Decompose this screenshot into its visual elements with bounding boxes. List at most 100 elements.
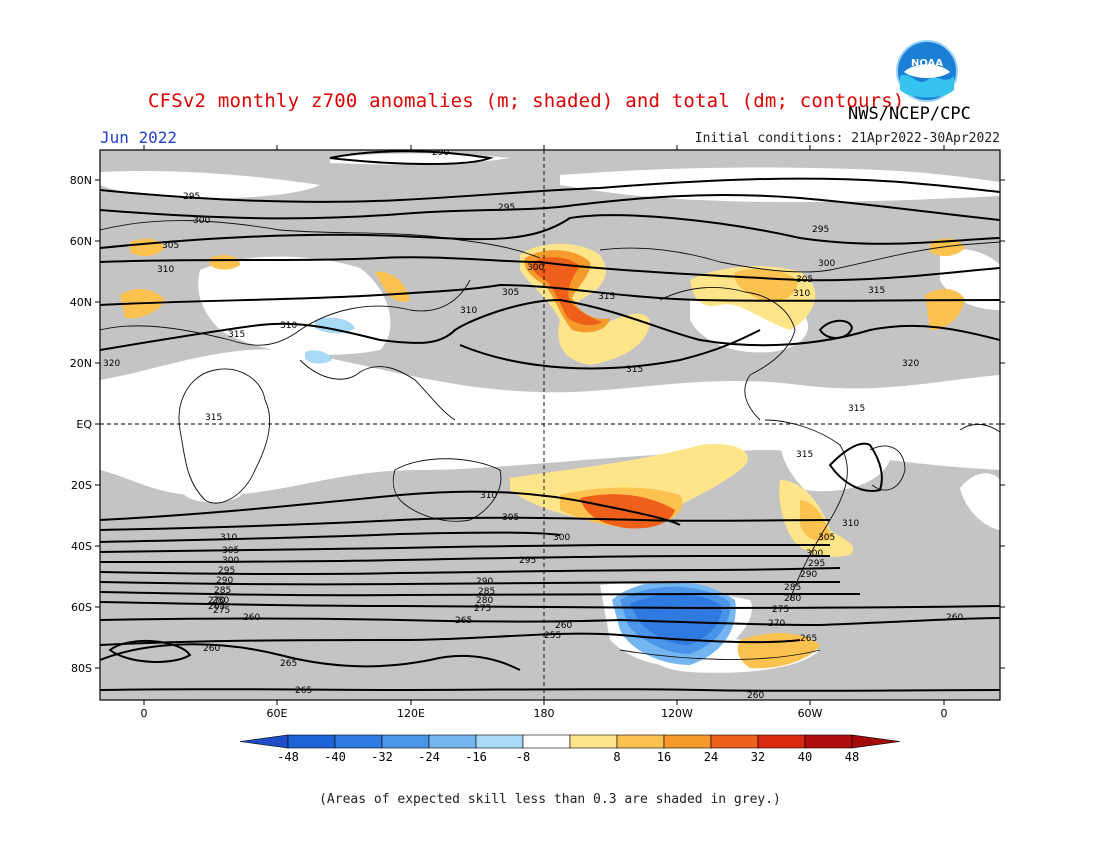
- contour-label: 310: [842, 519, 859, 529]
- contour-label: 265: [455, 616, 472, 626]
- contour-label: 315: [848, 404, 865, 414]
- contour-label: 290: [216, 576, 233, 586]
- colorbar-tick-label: -48: [277, 750, 299, 764]
- contour-label: 280: [784, 594, 801, 604]
- contour-label: 310: [793, 289, 810, 299]
- lon-label: 60W: [798, 707, 823, 720]
- contour-label: 260: [946, 613, 963, 623]
- contour-label: 300: [553, 533, 570, 543]
- contour-label: 265: [295, 686, 312, 696]
- contour-label: 295: [812, 225, 829, 235]
- contour-label: 300: [818, 259, 835, 269]
- colorbar: -48 -40 -32 -24 -16 -8 8 16 24 32 40 48: [239, 734, 901, 764]
- colorbar-high-arrow: [851, 734, 901, 749]
- colorbar-tick-label: 16: [657, 750, 671, 764]
- contour-label: 305: [502, 513, 519, 523]
- colorbar-swatch: [381, 734, 430, 749]
- colorbar-tick-label: -24: [418, 750, 440, 764]
- contour-label: 255: [544, 631, 561, 641]
- contour-label: 310: [280, 321, 297, 331]
- colorbar-tick-label: 32: [751, 750, 765, 764]
- initial-conditions: Initial conditions: 21Apr2022-30Apr2022: [694, 131, 1000, 146]
- lon-label: 0: [941, 707, 948, 720]
- lat-label: 20N: [70, 357, 92, 370]
- chart-title: CFSv2 monthly z700 anomalies (m; shaded)…: [148, 90, 905, 112]
- colorbar-low-arrow: [239, 734, 289, 749]
- contour-label: 275: [772, 605, 789, 615]
- contour-label: 280: [476, 596, 493, 606]
- map-frame: [99, 149, 1001, 701]
- contour-label: 260: [747, 691, 764, 701]
- logo-text: NOAA: [911, 58, 943, 69]
- contour-label: 320: [902, 359, 919, 369]
- lat-label: 80S: [71, 662, 92, 675]
- lon-label: 0: [141, 707, 148, 720]
- colorbar-swatch: [287, 734, 336, 749]
- contour-label: 315: [626, 365, 643, 375]
- lat-label: 40S: [71, 540, 92, 553]
- contour-label: 295: [183, 192, 200, 202]
- contour-label: 260: [243, 613, 260, 623]
- lat-label: 60S: [71, 601, 92, 614]
- colorbar-swatch: [334, 734, 383, 749]
- contour-label: 265: [208, 602, 225, 612]
- lon-label: 180: [534, 707, 555, 720]
- contour-label: 290: [476, 577, 493, 587]
- colorbar-tick-label: -40: [324, 750, 346, 764]
- contour-label: 275: [213, 606, 230, 616]
- lat-label: 40N: [70, 296, 92, 309]
- contour-label: 320: [103, 359, 120, 369]
- colorbar-swatch: [569, 734, 618, 749]
- contour-label: 315: [598, 292, 615, 302]
- colorbar-swatch: [663, 734, 712, 749]
- contour-label: 265: [800, 634, 817, 644]
- forecast-month: Jun 2022: [100, 128, 178, 147]
- colorbar-tick-label: -8: [516, 750, 530, 764]
- colorbar-tick-label: 8: [613, 750, 620, 764]
- lat-ticks: [95, 179, 1005, 669]
- contour-label: 305: [222, 546, 239, 556]
- colorbar-swatch: [616, 734, 665, 749]
- colorbar-tick-label: 40: [798, 750, 812, 764]
- colorbar-swatch: [757, 734, 806, 749]
- contour-label: 315: [796, 450, 813, 460]
- contour-label: 260: [555, 621, 572, 631]
- contour-label: 315: [205, 413, 222, 423]
- contour-label: 290: [800, 570, 817, 580]
- colorbar-swatch: [475, 734, 524, 749]
- lon-label: 120E: [397, 707, 425, 720]
- contour-label: 280: [212, 596, 229, 606]
- contour-label: 305: [818, 533, 835, 543]
- lon-label: 60E: [267, 707, 288, 720]
- contour-label: 300: [222, 556, 239, 566]
- colorbar-swatch: [428, 734, 477, 749]
- colorbar-swatch: [522, 734, 571, 749]
- contour-label: 295: [498, 203, 515, 213]
- colorbar-swatch: [710, 734, 759, 749]
- contour-label: 285: [784, 583, 801, 593]
- contour-label: 275: [474, 604, 491, 614]
- contour-label: 285: [478, 587, 495, 597]
- lat-label: 60N: [70, 235, 92, 248]
- agency-label: NWS/NCEP/CPC: [848, 104, 971, 124]
- contour-label: 285: [214, 586, 231, 596]
- lon-ticks: [143, 145, 945, 705]
- contour-label: 265: [280, 659, 297, 669]
- colorbar-tick-label: 48: [845, 750, 859, 764]
- lat-label: 20S: [71, 479, 92, 492]
- contour-label: 315: [868, 286, 885, 296]
- contour-label: 310: [480, 491, 497, 501]
- lon-label: 120W: [661, 707, 693, 720]
- contour-label: 300: [193, 216, 210, 226]
- contour-label: 290: [432, 148, 449, 158]
- contours: [100, 150, 1000, 692]
- contour-label: 300: [527, 263, 544, 273]
- contour-label: 295: [519, 556, 536, 566]
- colorbar-tick-label: 24: [704, 750, 718, 764]
- contour-label: 305: [162, 241, 179, 251]
- colorbar-swatch: [804, 734, 853, 749]
- contour-label: 260: [203, 644, 220, 654]
- contour-label: 295: [218, 566, 235, 576]
- contour-label: 270: [768, 619, 785, 629]
